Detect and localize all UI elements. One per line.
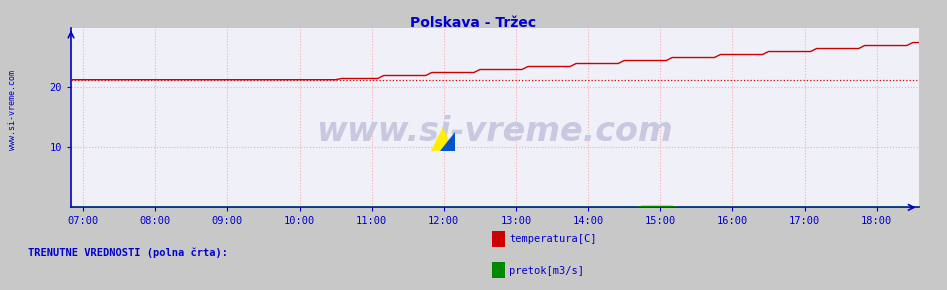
Text: pretok[m3/s]: pretok[m3/s] [509, 266, 584, 276]
Polygon shape [440, 132, 455, 151]
Text: www.si-vreme.com: www.si-vreme.com [316, 115, 673, 148]
Text: temperatura[C]: temperatura[C] [509, 234, 597, 244]
Text: Polskava - Tržec: Polskava - Tržec [410, 16, 537, 30]
Polygon shape [431, 128, 455, 151]
Text: TRENUTNE VREDNOSTI (polna črta):: TRENUTNE VREDNOSTI (polna črta): [28, 247, 228, 258]
Text: www.si-vreme.com: www.si-vreme.com [8, 70, 17, 150]
